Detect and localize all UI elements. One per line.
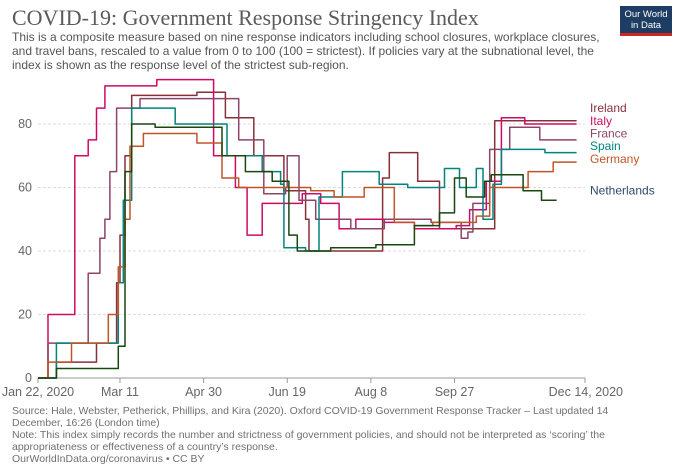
y-tick-label-0: 0 <box>25 371 32 385</box>
line-chart: 0 20 40 60 80 Jan 22, 2020 Mar 11 Apr 30 Jun 19… <box>2 78 655 399</box>
logo-line-1: Our World <box>624 9 668 20</box>
series-label-spain[interactable]: Spain <box>590 139 621 153</box>
y-tick-label-80: 80 <box>18 117 32 131</box>
x-tick-label-6: Dec 14, 2020 <box>549 385 623 399</box>
logo-accent-bar <box>620 33 672 36</box>
source-note: Source: Hale, Webster, Petherick, Philli… <box>12 405 609 429</box>
series-line-netherlands[interactable] <box>38 123 557 379</box>
y-tick-label-20: 20 <box>18 308 32 322</box>
y-axis: 0 20 40 60 80 <box>18 117 32 385</box>
x-tick-label-2: Apr 30 <box>185 385 222 399</box>
x-tick-label-1: Mar 11 <box>101 385 139 399</box>
x-tick-label-3: Jun 19 <box>268 385 306 399</box>
chart-subtitle: This is a composite measure based on nin… <box>12 30 600 72</box>
x-axis: Jan 22, 2020 Mar 11 Apr 30 Jun 19 Aug 8 Sep 2… <box>2 378 623 399</box>
series-label-ireland[interactable]: Ireland <box>590 101 627 115</box>
disclaimer-note: Note: This index simply records the numb… <box>12 429 605 453</box>
owid-logo[interactable]: Our World in Data <box>620 6 672 36</box>
x-tick-label-4: Aug 8 <box>355 385 388 399</box>
x-tick-label-0: Jan 22, 2020 <box>2 385 74 399</box>
logo-line-2: in Data <box>630 20 662 31</box>
series-lines <box>38 78 577 379</box>
y-tick-label-60: 60 <box>18 181 32 195</box>
series-line-ireland[interactable] <box>38 91 577 379</box>
chart-title: COVID-19: Government Response Stringency… <box>12 5 479 30</box>
y-tick-label-40: 40 <box>18 244 32 258</box>
series-label-italy[interactable]: Italy <box>590 114 612 128</box>
series-label-france[interactable]: France <box>590 127 628 141</box>
x-tick-label-5: Sep 27 <box>435 385 475 399</box>
series-line-italy[interactable] <box>38 78 577 379</box>
chart-footer: Source: Hale, Webster, Petherick, Philli… <box>12 405 642 465</box>
footer-url[interactable]: OurWorldInData.org/coronavirus • CC BY <box>12 453 205 465</box>
series-label-germany[interactable]: Germany <box>590 152 639 166</box>
series-line-spain[interactable] <box>38 107 577 379</box>
series-label-netherlands[interactable]: Netherlands <box>590 184 655 198</box>
